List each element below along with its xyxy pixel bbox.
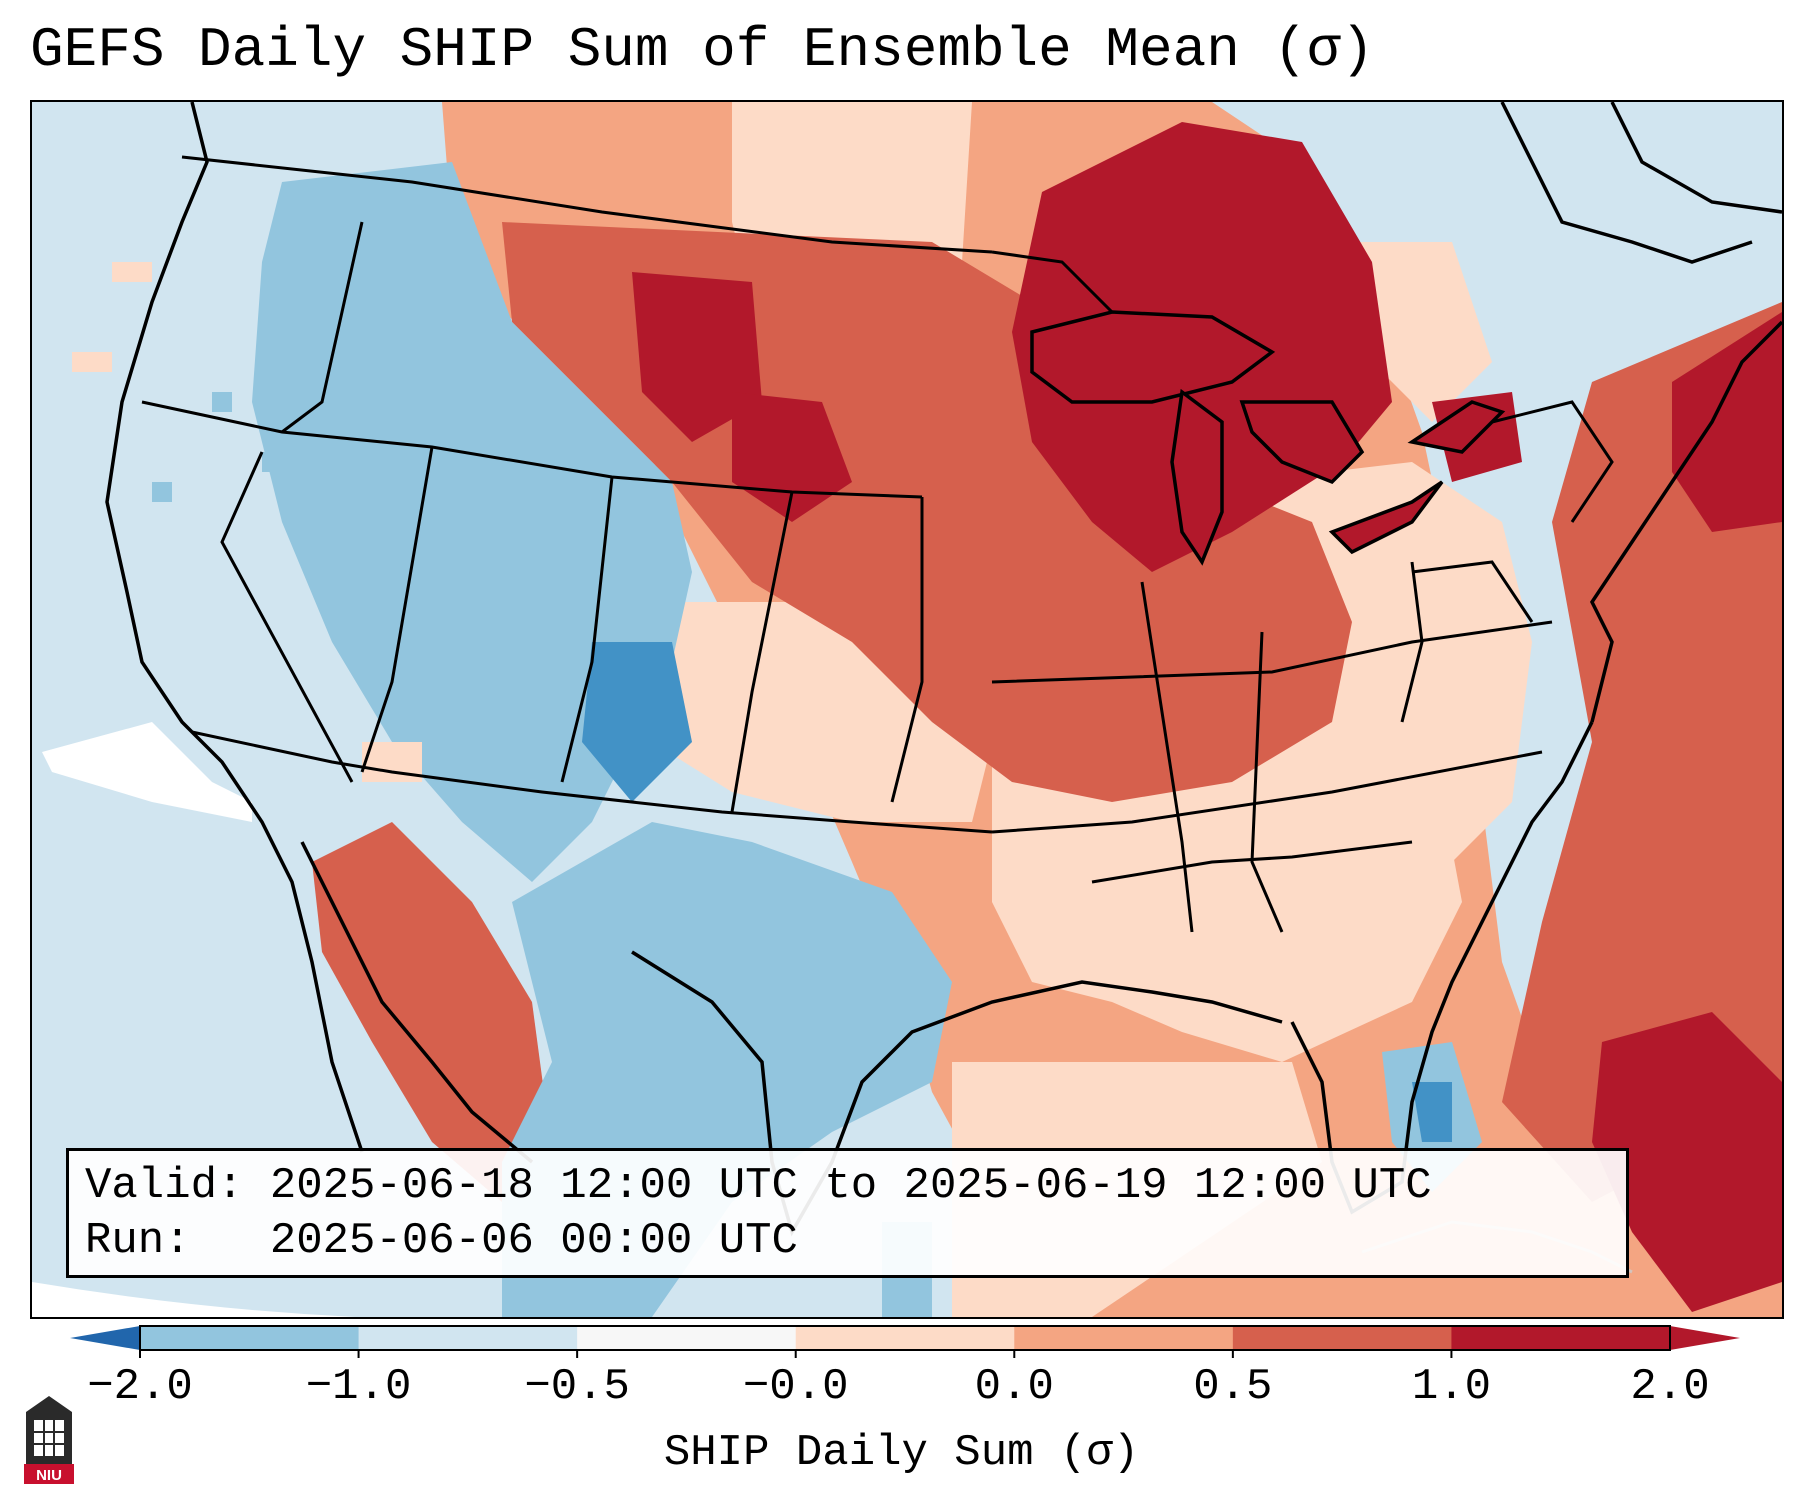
colorbar-extend-high	[1670, 1326, 1740, 1350]
run-value: 2025-06-06 00:00 UTC	[269, 1216, 798, 1266]
anomaly-field-weak-positive-south	[992, 742, 1462, 1062]
valid-label: Valid:	[85, 1161, 244, 1211]
ship-anomaly-map	[30, 100, 1784, 1319]
colorbar-extend-low	[70, 1326, 140, 1350]
colorbar-segment	[1014, 1326, 1234, 1350]
state-boundaries	[141, 155, 1614, 933]
colorbar-tick-label: 2.0	[1630, 1362, 1710, 1412]
colorbar-tick-label: −1.0	[305, 1362, 412, 1412]
map-canvas	[32, 102, 1782, 1317]
colorbar-segment	[1451, 1326, 1671, 1350]
great-lakes	[1030, 310, 1506, 566]
colorbar-tick-label: −2.0	[87, 1362, 193, 1412]
colorbar-ticks: −2.0 −1.0 −0.5 −0.0 0.0 0.5 1.0 2.0	[0, 1362, 1803, 1422]
colorbar-segment	[577, 1326, 797, 1350]
run-label: Run:	[85, 1216, 191, 1266]
validity-info-box: Valid: 2025-06-18 12:00 UTC to 2025-06-1…	[66, 1148, 1629, 1278]
valid-value: 2025-06-18 12:00 UTC to 2025-06-19 12:00…	[269, 1161, 1432, 1211]
run-row: Run: 2025-06-06 00:00 UTC	[85, 1214, 1610, 1269]
colorbar-segment	[358, 1326, 578, 1350]
map-title: GEFS Daily SHIP Sum of Ensemble Mean (σ)	[30, 18, 1375, 82]
valid-row: Valid: 2025-06-18 12:00 UTC to 2025-06-1…	[85, 1159, 1610, 1214]
colorbar-segment	[140, 1326, 360, 1350]
colorbar-tick-label: −0.5	[524, 1362, 630, 1412]
colorbar-label: SHIP Daily Sum (σ)	[663, 1428, 1140, 1478]
colorbar	[70, 1325, 1740, 1358]
colorbar-tick-label: 1.0	[1411, 1362, 1492, 1412]
colorbar-tick-label: 0.5	[1193, 1362, 1273, 1412]
colorbar-segment	[1232, 1326, 1452, 1350]
colorbar-segment	[795, 1326, 1015, 1350]
colorbar-tick-label: −0.0	[742, 1362, 849, 1412]
svg-text:NIU: NIU	[36, 1467, 62, 1484]
colorbar-tick-label: 0.0	[974, 1362, 1054, 1412]
niu-logo: NIU	[24, 1396, 74, 1484]
